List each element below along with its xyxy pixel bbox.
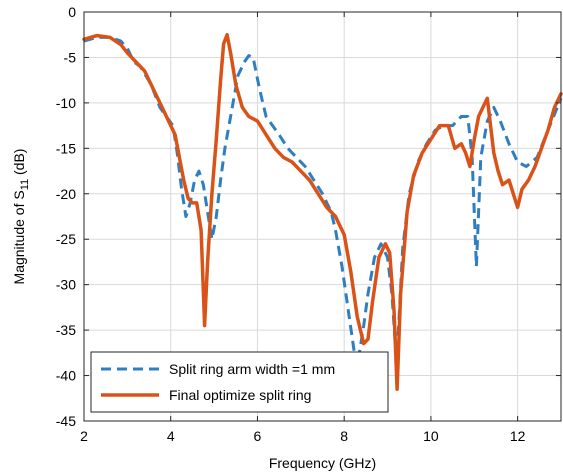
axis-ticks: 2 4 6 8 10 12 0 -5 -10 -15 -20 -25 -30 -35 -40 -45	[56, 4, 561, 444]
y-tick-label: -45	[56, 413, 76, 429]
legend-box	[90, 351, 389, 413]
legend-label-series-1: Split ring arm width =1 mm	[169, 361, 335, 377]
y-tick-label: -10	[56, 95, 76, 111]
x-tick-label: 2	[80, 428, 88, 444]
y-tick-label: -25	[56, 231, 76, 247]
y-tick-label: 0	[68, 4, 76, 20]
y-axis-label-main: Magnitude of S	[11, 190, 27, 284]
legend: Split ring arm width =1 mm Final optimiz…	[90, 351, 389, 413]
y-tick-label: -20	[56, 186, 76, 202]
y-axis-label-subscript: 11	[19, 179, 31, 190]
y-tick-label: -15	[56, 140, 76, 156]
x-tick-label: 6	[254, 428, 262, 444]
series-lines	[82, 32, 563, 391]
x-tick-label: 4	[167, 428, 175, 444]
y-tick-label: -30	[56, 277, 76, 293]
y-axis-label-unit: (dB)	[11, 149, 27, 179]
series-line-2	[82, 32, 563, 391]
x-axis-label: Frequency (GHz)	[269, 455, 376, 471]
y-axis-label: Magnitude of S11 (dB)	[11, 149, 31, 285]
y-tick-label: -40	[56, 368, 76, 384]
x-tick-label: 12	[510, 428, 526, 444]
plot-frame	[83, 11, 562, 422]
series-line-1	[83, 35, 563, 359]
x-tick-label: 10	[423, 428, 439, 444]
legend-label-series-2: Final optimize split ring	[169, 387, 311, 403]
y-tick-label: -5	[64, 49, 77, 65]
x-tick-label: 8	[340, 428, 348, 444]
y-tick-label: -35	[56, 322, 76, 338]
